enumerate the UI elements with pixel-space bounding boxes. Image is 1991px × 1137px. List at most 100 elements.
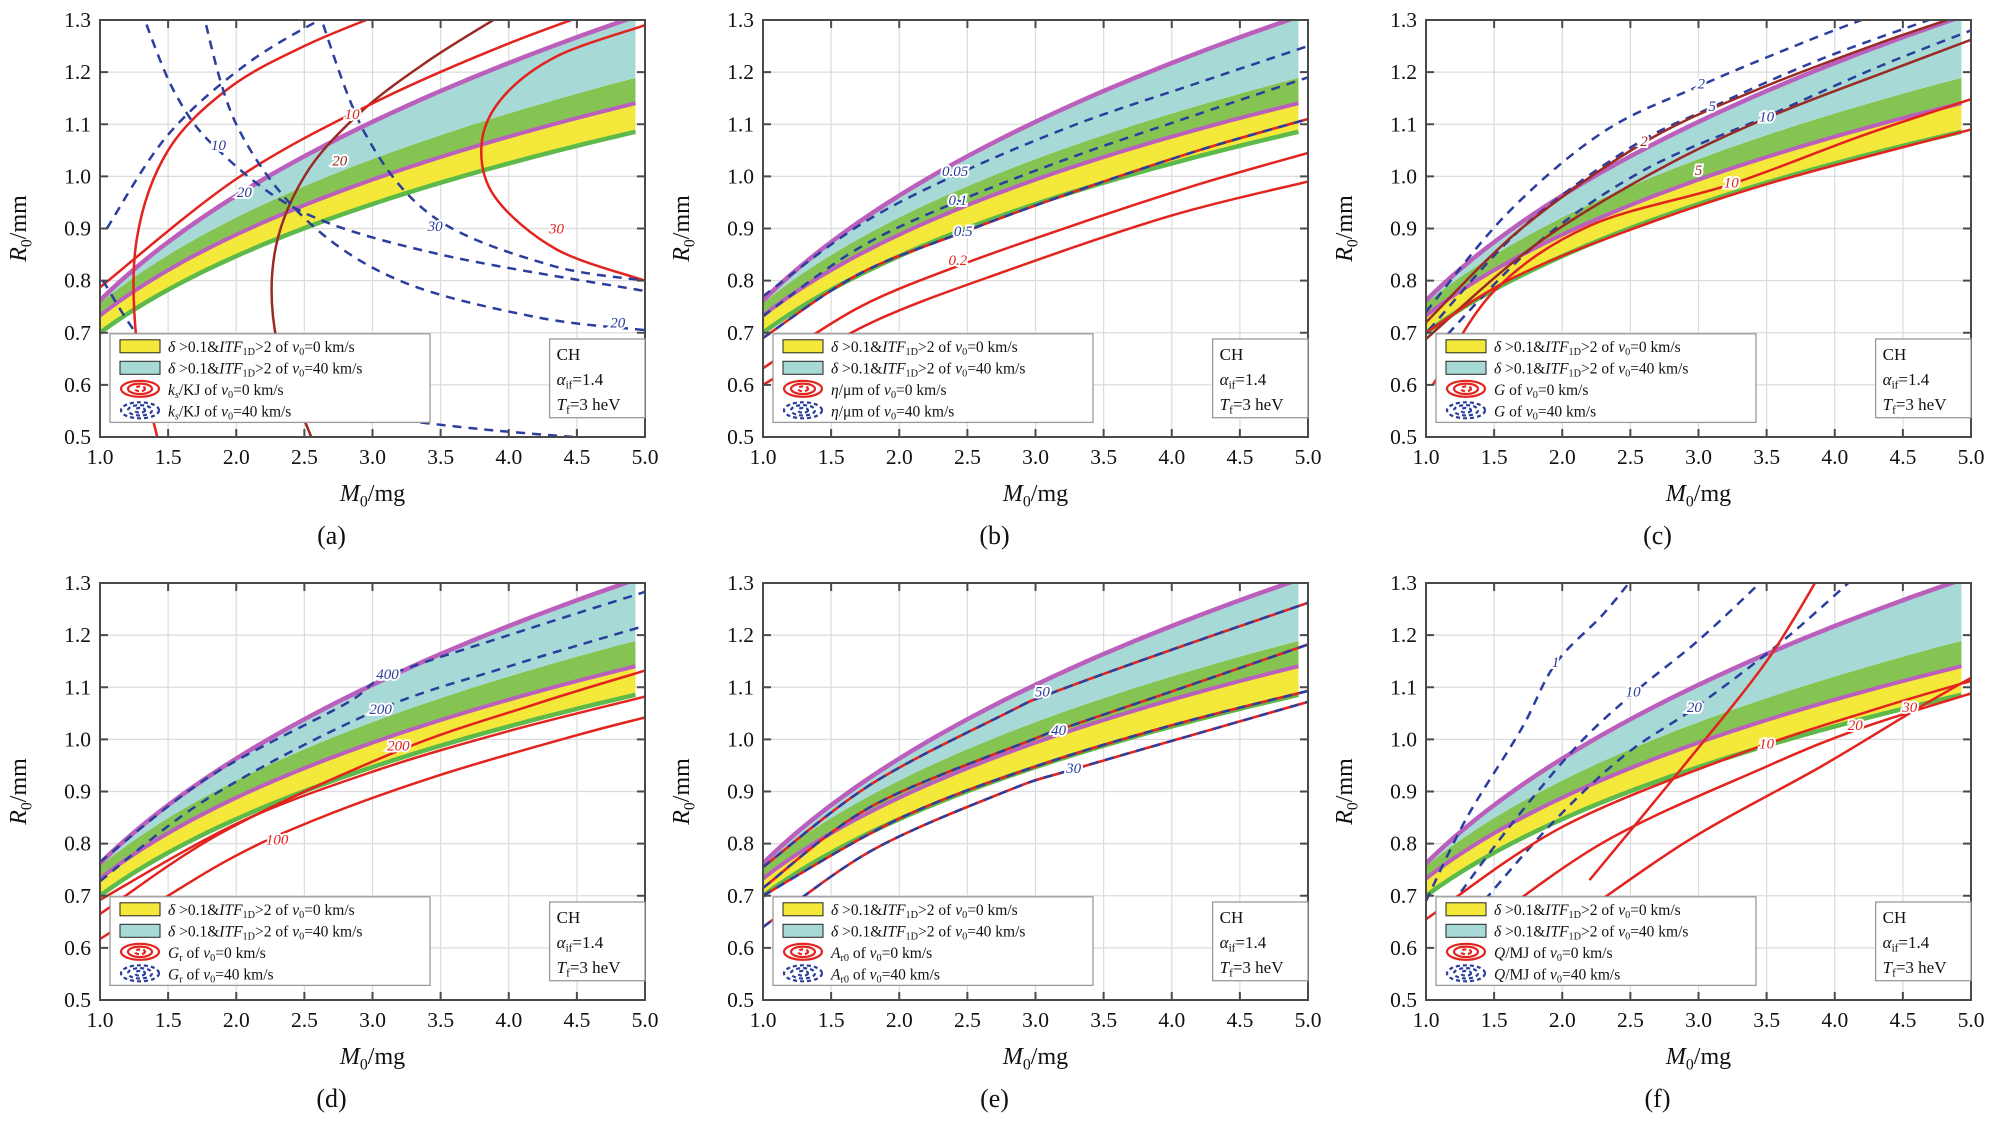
plot-d: 400 200 200 100 1.0 1.5 2.0 2.5 3.0 3.5 4.0 4.5 5.0 0… (6, 571, 658, 1073)
svg-text:4.5: 4.5 (1226, 1008, 1253, 1032)
plot-e: 50 40 30 1.0 1.5 2.0 2.5 3.0 3.5 4.0 4.5 5.0 0.5 0.6 0… (669, 571, 1321, 1073)
caption-c: (c) (1643, 521, 1672, 550)
svg-text:0.5: 0.5 (954, 224, 973, 240)
svg-text:3.0: 3.0 (359, 445, 386, 469)
svg-text:1.5: 1.5 (155, 1008, 182, 1032)
plot-a: 10203010203010201.01.52.02.53.03.54.04.5… (6, 8, 658, 510)
contour-lines (763, 601, 1308, 929)
svg-text:3.5: 3.5 (1090, 1008, 1117, 1032)
svg-text:3.0: 3.0 (1685, 1008, 1712, 1032)
svg-text:5: 5 (1708, 99, 1716, 115)
svg-text:2.0: 2.0 (886, 445, 913, 469)
svg-text:δ >0.1&ITF1D>2 of v0=0 km/s: δ >0.1&ITF1D>2 of v0=0 km/s (168, 902, 355, 921)
svg-text:4.0: 4.0 (1158, 1008, 1185, 1032)
svg-text:2.5: 2.5 (954, 445, 981, 469)
svg-text:1.5: 1.5 (1481, 1008, 1508, 1032)
svg-text:4.0: 4.0 (1821, 1008, 1848, 1032)
svg-text:δ >0.1&ITF1D>2 of v0=40 km/s: δ >0.1&ITF1D>2 of v0=40 km/s (168, 923, 362, 942)
svg-text:0.9: 0.9 (64, 780, 91, 804)
svg-text:δ >0.1&ITF1D>2 of v0=40 km/s: δ >0.1&ITF1D>2 of v0=40 km/s (1494, 923, 1688, 942)
svg-text:CH: CH (557, 345, 581, 364)
annotation-box: CH αif=1.4 Tf=3 heV (1874, 901, 1972, 982)
svg-text:1.0: 1.0 (1413, 1008, 1440, 1032)
svg-text:5.0: 5.0 (1958, 1008, 1985, 1032)
svg-text:0.8: 0.8 (727, 832, 754, 856)
svg-text:δ >0.1&ITF1D>2 of v0=0 km/s: δ >0.1&ITF1D>2 of v0=0 km/s (168, 339, 355, 358)
ignition-bands (1426, 20, 1962, 336)
svg-text:1.0: 1.0 (750, 445, 777, 469)
svg-text:4.0: 4.0 (1821, 445, 1848, 469)
svg-text:0.6: 0.6 (64, 373, 91, 397)
svg-text:200: 200 (387, 739, 410, 755)
svg-text:Gr of v0=0 km/s: Gr of v0=0 km/s (168, 945, 266, 964)
axes-frame: 1.0 1.5 2.0 2.5 3.0 3.5 4.0 4.5 5.0 0.5 0.6 0.7 0.8 0… (64, 571, 658, 1032)
svg-text:0.9: 0.9 (1390, 217, 1417, 241)
svg-text:20: 20 (610, 315, 626, 331)
svg-text:0.7: 0.7 (1390, 321, 1417, 345)
svg-text:5.0: 5.0 (1295, 445, 1322, 469)
svg-text:2.5: 2.5 (1617, 1008, 1644, 1032)
svg-text:1.0: 1.0 (750, 1008, 777, 1032)
y-axis-label: R0/mm (6, 758, 35, 826)
panel-c: 2 5 10 2 5 10 1.0 1.5 2.0 2.5 3.0 3.5 4.0 4.5 5.0 0.5 0.… (1326, 4, 1989, 567)
svg-text:CH: CH (557, 908, 581, 927)
svg-text:CH: CH (1220, 908, 1244, 927)
contour-labels: 1 10 20 10 20 30 (1550, 653, 1920, 754)
svg-text:1.3: 1.3 (64, 8, 91, 32)
svg-text:1.0: 1.0 (1390, 727, 1417, 751)
caption-b: (b) (979, 521, 1010, 550)
svg-text:0.5: 0.5 (1390, 988, 1417, 1012)
svg-text:0.8: 0.8 (64, 269, 91, 293)
svg-text:CH: CH (1220, 345, 1244, 364)
svg-text:1.1: 1.1 (727, 675, 754, 699)
panel-e: 50 40 30 1.0 1.5 2.0 2.5 3.0 3.5 4.0 4.5 5.0 0.5 0.6 0… (663, 567, 1326, 1130)
x-axis-label: M0/mg (1665, 1044, 1731, 1073)
svg-text:Tf=3 heV: Tf=3 heV (557, 395, 622, 417)
svg-text:2: 2 (1640, 134, 1648, 150)
svg-text:0.9: 0.9 (727, 217, 754, 241)
svg-text:ks/KJ of v0=40 km/s: ks/KJ of v0=40 km/s (168, 403, 291, 422)
svg-text:3.0: 3.0 (1022, 445, 1049, 469)
svg-text:10: 10 (1759, 737, 1775, 753)
panel-d: 400 200 200 100 1.0 1.5 2.0 2.5 3.0 3.5 4.0 4.5 5.0 0… (0, 567, 663, 1130)
svg-text:5.0: 5.0 (632, 1008, 659, 1032)
svg-text:0.2: 0.2 (948, 253, 967, 269)
x-axis-label: M0/mg (339, 481, 405, 510)
svg-text:0.8: 0.8 (727, 269, 754, 293)
legend: δ >0.1&ITF1D>2 of v0=0 km/s δ >0.1&ITF1D>… (109, 896, 431, 987)
svg-text:4.0: 4.0 (495, 1008, 522, 1032)
svg-text:0.9: 0.9 (1390, 780, 1417, 804)
legend: δ >0.1&ITF1D>2 of v0=0 km/s δ >0.1&ITF1D>… (109, 333, 431, 424)
svg-text:0.9: 0.9 (64, 217, 91, 241)
svg-text:3.5: 3.5 (1090, 445, 1117, 469)
svg-text:1.0: 1.0 (1413, 445, 1440, 469)
svg-text:1.3: 1.3 (1390, 8, 1417, 32)
svg-text:100: 100 (266, 832, 289, 848)
svg-text:2.0: 2.0 (223, 445, 250, 469)
svg-text:4.5: 4.5 (1226, 445, 1253, 469)
svg-text:2.0: 2.0 (1549, 1008, 1576, 1032)
svg-text:5.0: 5.0 (1958, 445, 1985, 469)
axes-frame: 1.0 1.5 2.0 2.5 3.0 3.5 4.0 4.5 5.0 0.5 0.6 0.7 0.8 0… (64, 8, 658, 469)
svg-text:0.7: 0.7 (727, 884, 754, 908)
svg-text:1.5: 1.5 (818, 445, 845, 469)
svg-text:2.5: 2.5 (291, 445, 318, 469)
svg-text:4.5: 4.5 (1889, 445, 1916, 469)
legend: δ >0.1&ITF1D>2 of v0=0 km/s δ >0.1&ITF1D>… (1435, 896, 1757, 987)
svg-text:4.5: 4.5 (563, 445, 590, 469)
svg-text:αif=1.4: αif=1.4 (1883, 933, 1930, 955)
svg-text:0.5: 0.5 (727, 988, 754, 1012)
x-axis-label: M0/mg (1002, 1044, 1068, 1073)
x-axis-label: M0/mg (339, 1044, 405, 1073)
svg-text:δ >0.1&ITF1D>2 of v0=0 km/s: δ >0.1&ITF1D>2 of v0=0 km/s (831, 339, 1018, 358)
svg-text:2.5: 2.5 (1617, 445, 1644, 469)
svg-text:G of v0=40 km/s: G of v0=40 km/s (1494, 403, 1596, 422)
y-axis-label: R0/mm (669, 195, 698, 263)
svg-text:ks/KJ of v0=0 km/s: ks/KJ of v0=0 km/s (168, 382, 284, 401)
caption-d: (d) (316, 1084, 347, 1113)
svg-text:Ar0 of v0=40 km/s: Ar0 of v0=40 km/s (830, 966, 940, 985)
contour-lines (1426, 583, 1971, 940)
svg-text:0.5: 0.5 (64, 988, 91, 1012)
